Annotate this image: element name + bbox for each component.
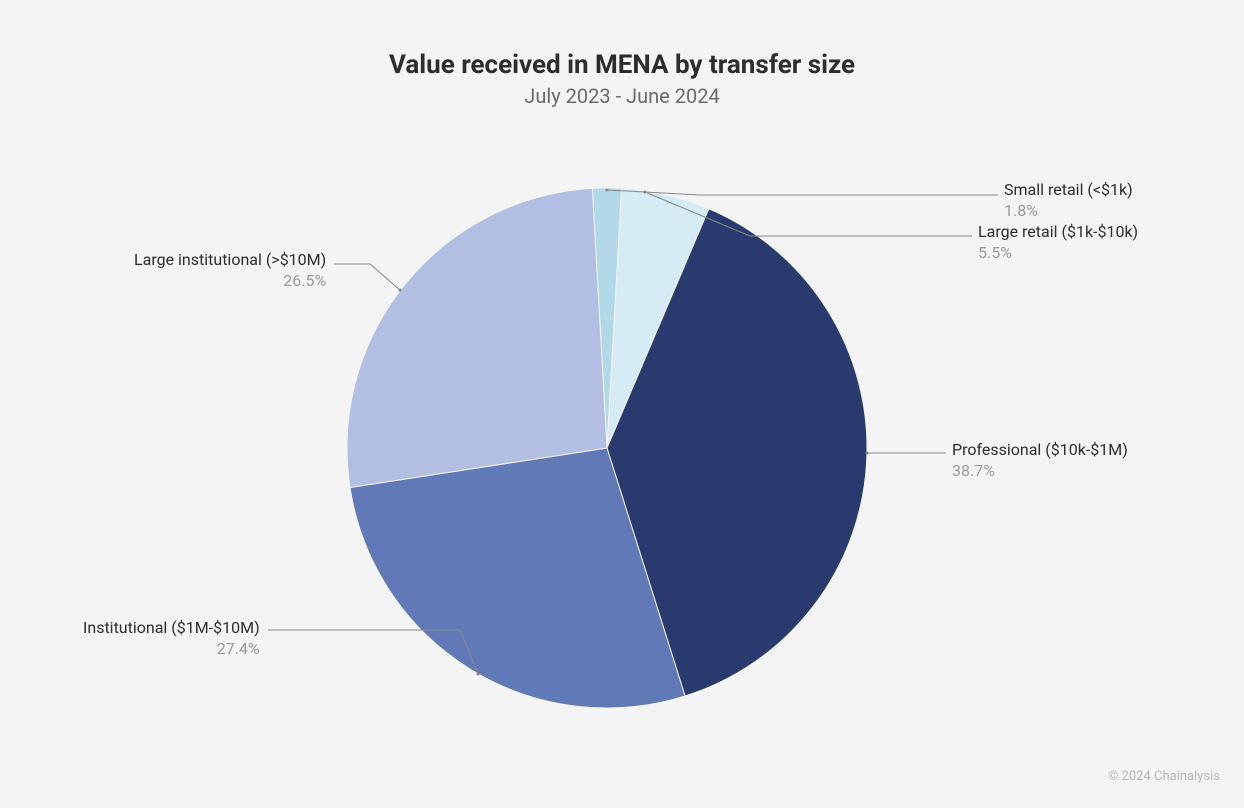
slice-label: Large institutional (>$10M)26.5%	[134, 250, 326, 292]
leader-dot	[399, 289, 402, 292]
slice-label-pct: 38.7%	[952, 461, 1128, 482]
leader-dot	[644, 191, 647, 194]
leader-dot	[477, 673, 480, 676]
slice-label-name: Large institutional (>$10M)	[134, 250, 326, 271]
slice-label: Professional ($10k-$1M)38.7%	[952, 440, 1128, 482]
leader-dot	[866, 452, 869, 455]
pie-chart-svg	[0, 0, 1244, 808]
slice-label: Large retail ($1k-$10k)5.5%	[978, 222, 1138, 264]
slice-label-name: Small retail (<$1k)	[1004, 180, 1133, 201]
slice-label-pct: 1.8%	[1004, 201, 1133, 222]
slice-label-pct: 5.5%	[978, 243, 1138, 264]
slice-label: Small retail (<$1k)1.8%	[1004, 180, 1133, 222]
chart-container: Value received in MENA by transfer size …	[0, 0, 1244, 808]
leader-line	[334, 264, 400, 290]
slice-label-name: Professional ($10k-$1M)	[952, 440, 1128, 461]
copyright-text: © 2024 Chainalysis	[1108, 769, 1220, 784]
slice-label: Institutional ($1M-$10M)27.4%	[83, 618, 260, 660]
slice-label-name: Institutional ($1M-$10M)	[83, 618, 260, 639]
leader-dot	[606, 189, 609, 192]
slice-label-pct: 26.5%	[134, 271, 326, 292]
slice-label-pct: 27.4%	[83, 639, 260, 660]
pie-slice	[347, 188, 607, 487]
slice-label-name: Large retail ($1k-$10k)	[978, 222, 1138, 243]
